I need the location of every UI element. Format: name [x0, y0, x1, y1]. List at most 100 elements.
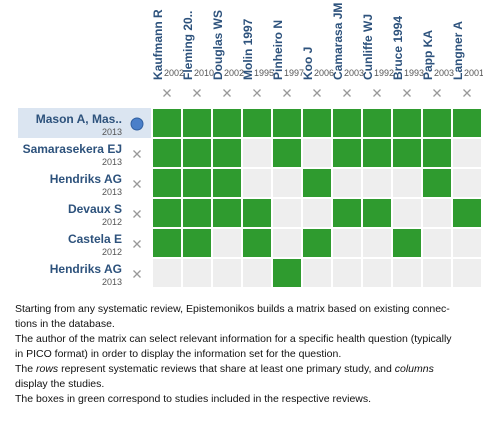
selected-indicator [130, 117, 144, 131]
remove-icon[interactable] [163, 89, 171, 97]
text: The author of the matrix can select rele… [15, 333, 452, 345]
included-cell [213, 169, 241, 197]
column-name[interactable]: Molin 1997 [241, 18, 255, 80]
empty-cell [453, 169, 481, 197]
included-cell [153, 109, 181, 137]
column-name[interactable]: Fleming 20.. [181, 11, 195, 80]
empty-cell [303, 199, 331, 227]
remove-icon[interactable] [133, 150, 141, 158]
empty-cell [423, 229, 451, 257]
column-year: 1992 [374, 68, 394, 78]
column-name[interactable]: Douglas WS [211, 10, 225, 80]
included-cell [393, 229, 421, 257]
column-name[interactable]: Papp KA [421, 30, 435, 80]
included-cell [303, 109, 331, 137]
column-name[interactable]: Pinheiro N [271, 20, 285, 80]
row-year: 2013 [102, 127, 122, 137]
empty-cell [363, 259, 391, 287]
empty-cell [153, 259, 181, 287]
remove-icon[interactable] [193, 89, 201, 97]
empty-cell [453, 229, 481, 257]
included-cell [243, 109, 271, 137]
included-cell [423, 169, 451, 197]
remove-icon[interactable] [133, 210, 141, 218]
empty-cell [453, 259, 481, 287]
empty-cell [453, 139, 481, 167]
included-cell [363, 139, 391, 167]
empty-cell [423, 199, 451, 227]
row-name[interactable]: Samarasekera EJ [23, 142, 122, 156]
column-year: 2010 [194, 68, 214, 78]
remove-icon[interactable] [133, 270, 141, 278]
row-name[interactable]: Devaux S [68, 202, 122, 216]
column-year: 1995 [254, 68, 274, 78]
included-cell [423, 139, 451, 167]
text: tions in the database. [15, 318, 115, 330]
empty-cell [393, 169, 421, 197]
row-year: 2013 [102, 157, 122, 167]
included-cell [333, 139, 361, 167]
included-cell [303, 229, 331, 257]
row-name[interactable]: Hendriks AG [50, 172, 122, 186]
row-name[interactable]: Hendriks AG [50, 262, 122, 276]
description-line: The boxes in green correspond to studies… [15, 392, 480, 407]
empty-cell [303, 139, 331, 167]
included-cell [363, 109, 391, 137]
included-cell [273, 139, 301, 167]
empty-cell [393, 199, 421, 227]
remove-icon[interactable] [373, 89, 381, 97]
empty-cell [213, 259, 241, 287]
remove-icon[interactable] [463, 89, 471, 97]
description-line: The rows represent systematic reviews th… [15, 362, 480, 377]
column-year: 2001 [464, 68, 483, 78]
remove-icon[interactable] [433, 89, 441, 97]
included-cell [213, 109, 241, 137]
empty-cell [243, 259, 271, 287]
included-cell [453, 199, 481, 227]
text: display the studies. [15, 378, 105, 390]
included-cell [153, 169, 181, 197]
included-cell [423, 109, 451, 137]
text: columns [394, 363, 434, 375]
column-name[interactable]: Cunliffe WJ [361, 14, 375, 80]
remove-icon[interactable] [403, 89, 411, 97]
column-year: 1997 [284, 68, 304, 78]
included-cell [243, 229, 271, 257]
remove-icon[interactable] [253, 89, 261, 97]
included-cell [183, 229, 211, 257]
description-line: display the studies. [15, 377, 480, 392]
column-name[interactable]: Camarasa JM [331, 3, 345, 80]
column-name[interactable]: Koo J [301, 47, 315, 80]
remove-icon[interactable] [223, 89, 231, 97]
included-cell [453, 109, 481, 137]
included-cell [243, 199, 271, 227]
row-name[interactable]: Mason A, Mas.. [36, 112, 122, 126]
text: The [15, 363, 37, 375]
remove-icon[interactable] [133, 240, 141, 248]
column-year: 2002 [164, 68, 184, 78]
remove-icon[interactable] [313, 89, 321, 97]
description-line: in PICO format) in order to display the … [15, 347, 480, 362]
column-name[interactable]: Kaufmann R [151, 9, 165, 80]
row-year: 2012 [102, 247, 122, 257]
empty-cell [183, 259, 211, 287]
column-name[interactable]: Bruce 1994 [391, 16, 405, 80]
included-cell [273, 259, 301, 287]
included-cell [183, 199, 211, 227]
empty-cell [333, 169, 361, 197]
included-cell [183, 169, 211, 197]
empty-cell [363, 169, 391, 197]
empty-cell [243, 139, 271, 167]
row-name[interactable]: Castela E [68, 232, 122, 246]
text: represent systematic reviews that share … [58, 363, 395, 375]
row-year: 2013 [102, 187, 122, 197]
column-name[interactable]: Langner A [451, 21, 465, 80]
empty-cell [273, 229, 301, 257]
text: Starting from any systematic review, Epi… [15, 303, 450, 315]
empty-cell [363, 229, 391, 257]
column-year: 2003 [344, 68, 364, 78]
remove-icon[interactable] [343, 89, 351, 97]
remove-icon[interactable] [133, 180, 141, 188]
remove-icon[interactable] [283, 89, 291, 97]
empty-cell [333, 229, 361, 257]
